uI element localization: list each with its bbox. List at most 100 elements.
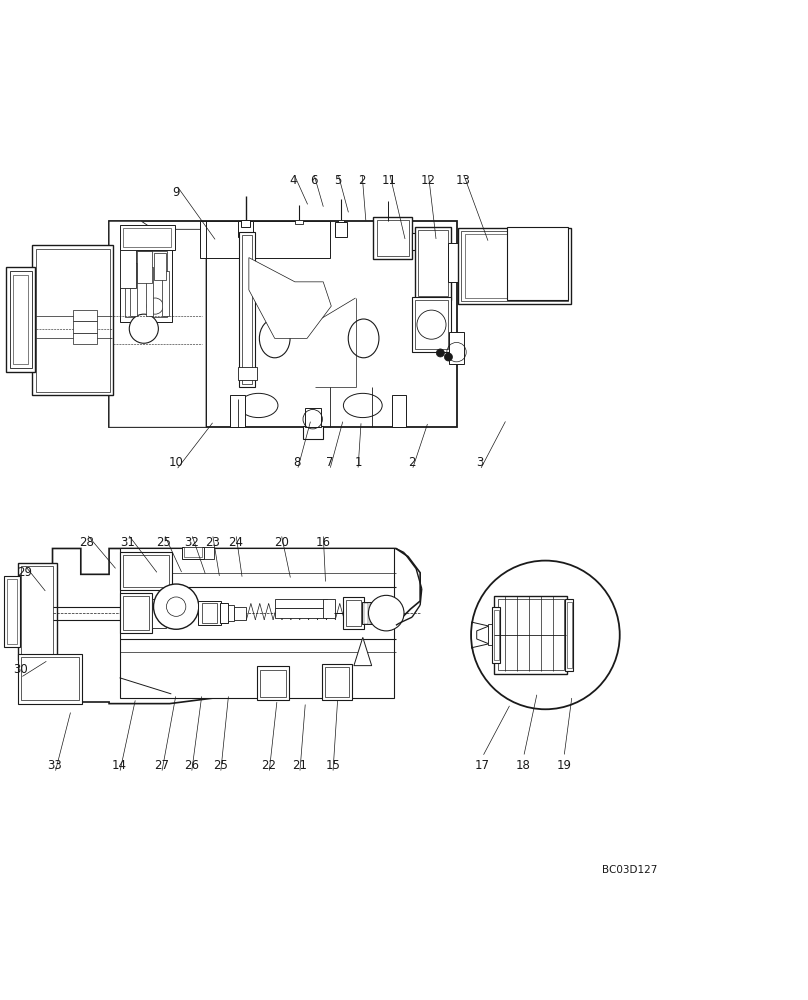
Bar: [377, 603, 381, 624]
Polygon shape: [109, 221, 206, 427]
Text: 31: 31: [120, 536, 135, 549]
Text: 32: 32: [184, 536, 199, 549]
Bar: [257, 666, 289, 700]
Bar: [364, 603, 368, 624]
Text: 2: 2: [408, 456, 416, 469]
Bar: [21, 566, 53, 657]
Text: 14: 14: [112, 759, 127, 772]
Bar: [4, 576, 20, 647]
Text: 5: 5: [334, 174, 342, 187]
Bar: [230, 395, 245, 427]
Bar: [465, 234, 565, 298]
Bar: [32, 245, 113, 395]
Bar: [507, 227, 568, 300]
Text: 23: 23: [205, 536, 220, 549]
Bar: [322, 664, 352, 700]
Bar: [6, 267, 35, 372]
Bar: [7, 579, 17, 644]
Bar: [202, 603, 217, 623]
Text: 13: 13: [456, 174, 470, 187]
Bar: [303, 426, 323, 439]
Bar: [184, 547, 202, 557]
Bar: [362, 602, 394, 624]
Text: 22: 22: [262, 759, 276, 772]
Bar: [295, 220, 303, 224]
Bar: [305, 408, 321, 427]
Bar: [10, 271, 32, 368]
Text: 3: 3: [476, 456, 484, 469]
Bar: [146, 267, 153, 316]
Circle shape: [368, 595, 404, 631]
Text: 33: 33: [48, 759, 62, 772]
Bar: [373, 217, 412, 259]
Bar: [238, 221, 253, 237]
Bar: [109, 221, 457, 427]
Text: 17: 17: [475, 759, 490, 772]
Text: 19: 19: [557, 759, 571, 772]
Bar: [18, 654, 82, 704]
Polygon shape: [249, 258, 331, 338]
Bar: [415, 300, 448, 349]
Text: 11: 11: [382, 174, 397, 187]
Bar: [242, 235, 252, 384]
Bar: [275, 599, 327, 608]
Bar: [415, 227, 451, 300]
Bar: [239, 232, 255, 387]
Bar: [448, 243, 461, 282]
Bar: [21, 657, 79, 700]
Bar: [123, 596, 149, 630]
Bar: [18, 563, 57, 660]
Text: BC03D127: BC03D127: [602, 865, 658, 875]
Bar: [565, 599, 573, 671]
Bar: [449, 332, 464, 364]
Bar: [461, 231, 568, 301]
Bar: [338, 220, 344, 227]
Bar: [73, 310, 97, 321]
Bar: [392, 395, 406, 427]
Bar: [204, 547, 214, 559]
Ellipse shape: [343, 393, 382, 418]
Bar: [137, 251, 152, 283]
Bar: [120, 225, 175, 250]
Bar: [120, 552, 172, 590]
Bar: [498, 599, 564, 670]
Ellipse shape: [348, 319, 379, 358]
Text: 20: 20: [274, 536, 288, 549]
Bar: [492, 607, 500, 663]
Bar: [120, 548, 394, 698]
Bar: [275, 608, 327, 618]
Bar: [13, 275, 28, 364]
Text: 1: 1: [354, 456, 362, 469]
Text: 25: 25: [157, 536, 171, 549]
Bar: [418, 230, 448, 296]
Bar: [458, 228, 571, 304]
Text: 7: 7: [326, 456, 334, 469]
Bar: [154, 253, 166, 280]
Text: 30: 30: [13, 663, 27, 676]
Bar: [383, 603, 388, 624]
Bar: [73, 333, 97, 344]
Circle shape: [471, 561, 620, 709]
Text: 18: 18: [516, 759, 531, 772]
Bar: [130, 263, 137, 316]
Bar: [120, 593, 152, 633]
Bar: [488, 624, 494, 645]
Bar: [152, 599, 166, 628]
Bar: [494, 596, 567, 674]
Text: 21: 21: [292, 759, 307, 772]
Bar: [260, 670, 286, 697]
Bar: [494, 610, 499, 660]
Bar: [125, 251, 167, 317]
Text: 29: 29: [17, 566, 32, 579]
Text: 27: 27: [154, 759, 169, 772]
Bar: [198, 601, 221, 625]
Text: 26: 26: [184, 759, 199, 772]
Bar: [241, 220, 250, 227]
Ellipse shape: [259, 319, 290, 358]
Bar: [228, 605, 234, 621]
Text: 10: 10: [169, 456, 183, 469]
Text: 28: 28: [79, 536, 94, 549]
Bar: [120, 245, 172, 322]
Text: 4: 4: [289, 174, 297, 187]
Circle shape: [147, 298, 163, 314]
